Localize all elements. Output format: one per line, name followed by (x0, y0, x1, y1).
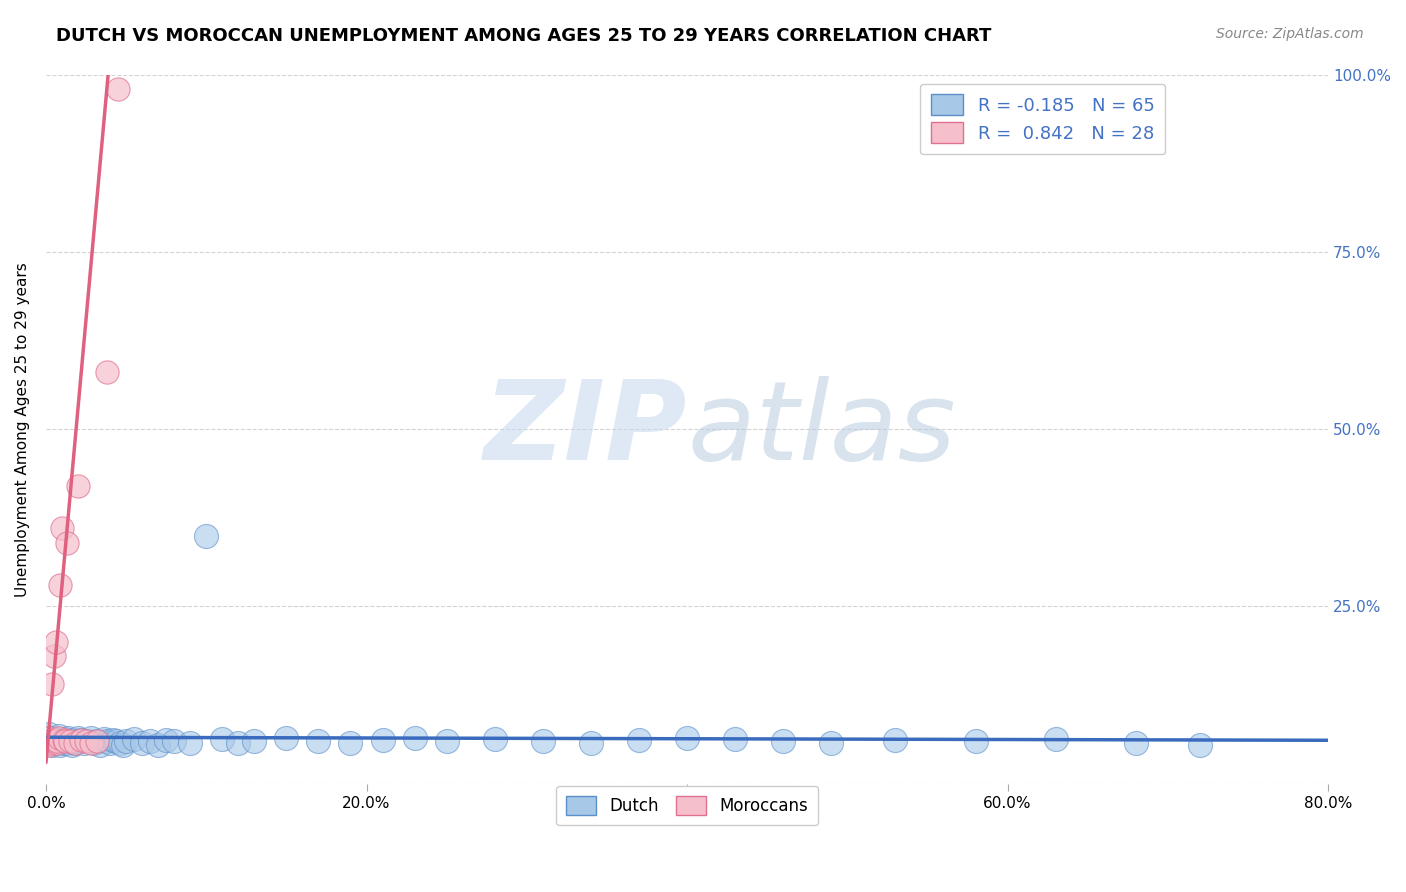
Point (49, 738, 72, 752)
Point (63, 736, 86, 750)
Point (39, 734, 62, 748)
Point (724, 732, 747, 747)
Point (122, 732, 145, 747)
Point (52, 732, 75, 747)
Point (46, 736, 69, 750)
Point (1045, 732, 1067, 747)
Point (45, 635, 67, 649)
Point (48, 731, 70, 745)
Point (45, 736, 67, 750)
Point (307, 734, 329, 748)
Point (56, 535, 79, 549)
Point (1188, 738, 1211, 752)
Point (65, 734, 87, 748)
Point (211, 732, 233, 747)
Point (103, 732, 125, 747)
Point (38, 738, 60, 752)
Point (48, 729, 70, 743)
Point (38, 727, 60, 741)
Point (76, 734, 98, 748)
Point (70, 732, 93, 747)
Point (195, 528, 218, 542)
Point (41, 738, 63, 752)
Point (73, 736, 96, 750)
Point (131, 736, 153, 750)
Point (49, 578, 72, 592)
Point (75, 734, 97, 748)
Point (93, 732, 115, 747)
Point (163, 734, 186, 748)
Point (139, 734, 162, 748)
Point (83, 736, 105, 750)
Point (436, 734, 458, 748)
Point (404, 731, 426, 745)
Point (531, 734, 554, 748)
Legend: Dutch, Moroccans: Dutch, Moroccans (557, 786, 818, 825)
Point (276, 731, 298, 745)
Point (52, 736, 75, 750)
Point (115, 734, 138, 748)
Point (884, 732, 907, 747)
Text: Source: ZipAtlas.com: Source: ZipAtlas.com (1216, 27, 1364, 41)
Point (484, 732, 506, 747)
Point (820, 736, 842, 750)
Point (46, 734, 69, 748)
Point (155, 732, 177, 747)
Point (371, 732, 394, 747)
Point (56, 736, 79, 750)
Point (45, 732, 67, 747)
Text: DUTCH VS MOROCCAN UNEMPLOYMENT AMONG AGES 25 TO 29 YEARS CORRELATION CHART: DUTCH VS MOROCCAN UNEMPLOYMENT AMONG AGE… (56, 27, 991, 45)
Point (105, 734, 128, 748)
Point (70, 732, 93, 747)
Point (42, 734, 65, 748)
Point (53, 734, 76, 748)
Point (58, 731, 80, 745)
Point (38, 731, 60, 745)
Point (66, 479, 89, 493)
Point (179, 736, 201, 750)
Point (107, 81, 129, 95)
Point (53, 732, 76, 747)
Point (86, 734, 108, 748)
Point (579, 736, 602, 750)
Point (1125, 736, 1147, 750)
Point (59, 734, 82, 748)
Point (772, 734, 794, 748)
Point (108, 736, 131, 750)
Point (96, 365, 118, 379)
Point (965, 734, 987, 748)
Point (96, 734, 118, 748)
Y-axis label: Unemployment Among Ages 25 to 29 years: Unemployment Among Ages 25 to 29 years (15, 261, 30, 597)
Point (51, 734, 73, 748)
Point (46, 732, 69, 747)
Point (98, 736, 121, 750)
Point (39, 731, 62, 745)
Point (339, 736, 361, 750)
Point (63, 736, 86, 750)
Point (86, 734, 108, 748)
Point (62, 732, 84, 747)
Point (59, 734, 82, 748)
Point (111, 738, 134, 752)
Point (42, 734, 65, 748)
Point (41, 677, 63, 691)
Point (80, 736, 103, 750)
Point (243, 734, 266, 748)
Point (39, 736, 62, 750)
Point (37, 734, 59, 748)
Point (60, 738, 83, 752)
Point (41, 732, 63, 747)
Text: atlas: atlas (688, 376, 956, 483)
Point (146, 738, 169, 752)
Point (627, 732, 650, 747)
Point (80, 731, 103, 745)
Point (42, 649, 65, 664)
Point (66, 731, 89, 745)
Point (51, 521, 73, 535)
Point (37, 734, 59, 748)
Point (89, 738, 111, 752)
Point (676, 731, 699, 745)
Text: ZIP: ZIP (484, 376, 688, 483)
Point (226, 736, 249, 750)
